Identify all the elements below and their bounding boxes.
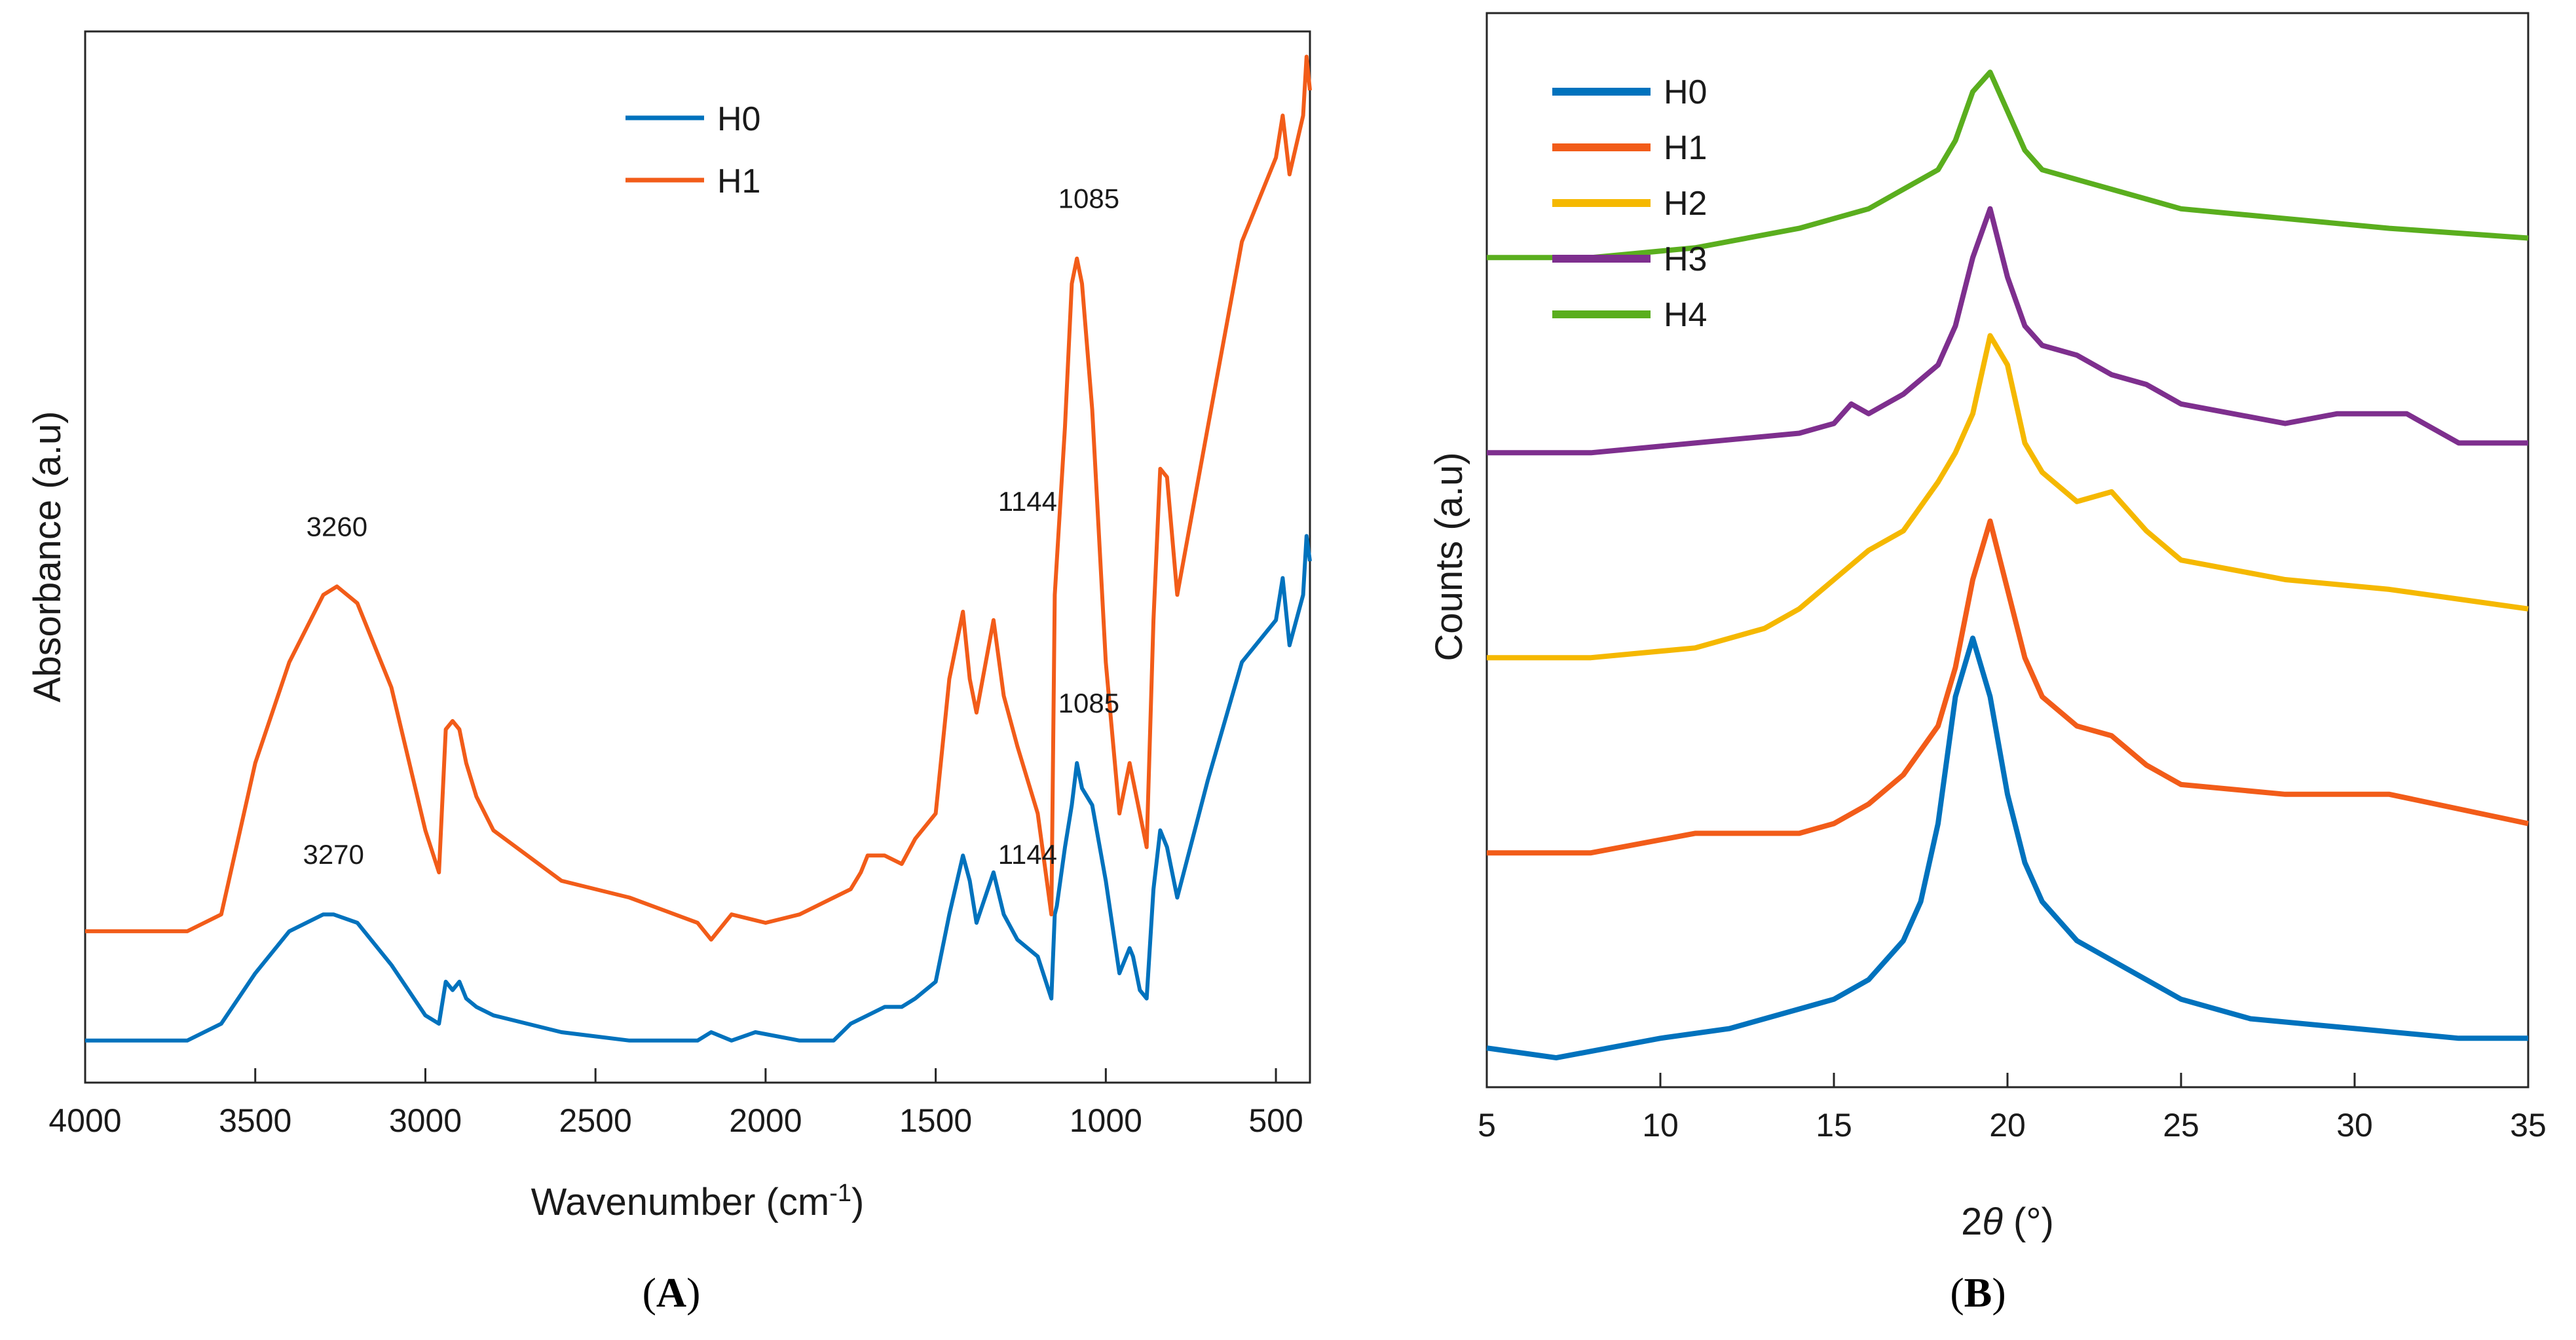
legend-label-h3: H3 (1664, 240, 1707, 278)
legend-label-h4: H4 (1664, 296, 1707, 334)
peak-annotation: 1144 (998, 839, 1057, 870)
series-line-h2 (1487, 333, 2529, 661)
panel-b-label: (B) (1950, 1269, 2006, 1316)
panel-a-x-axis-title: Wavenumber (cm-1) (531, 1180, 865, 1223)
legend-label-h2: H2 (1664, 185, 1707, 223)
panel-b-x-axis-title: 2θ (°) (1961, 1200, 2054, 1243)
peak-annotation: 3260 (307, 511, 367, 542)
series-line-h4 (1487, 69, 2529, 261)
series-line-h0 (85, 534, 1312, 1043)
panel-b-chart: 5 10 15 20 25 30 35 H0 H1 H2 H3 H4 2θ (°) Counts (… (1428, 12, 2547, 1316)
panel-a-annotations: 3260 3270 1085 1144 1085 1144 (303, 183, 1119, 870)
panel-a-y-axis-title: Absorbance (a.u) (26, 411, 69, 703)
panel-a-chart: 4000 3500 3000 2500 2000 1500 1000 500 3260 3270… (26, 30, 1312, 1316)
x-tick-label: 1500 (899, 1102, 972, 1139)
panel-a-legend: H0 H1 (625, 100, 760, 200)
panel-a-series (85, 54, 1312, 1043)
peak-annotation: 1144 (998, 486, 1057, 517)
panel-a-label: (A) (643, 1269, 701, 1316)
series-line-h0 (1486, 635, 2528, 1061)
x-tick-label: 10 (1642, 1107, 1679, 1144)
x-tick-label: 2500 (559, 1102, 632, 1139)
x-tick-label: 30 (2336, 1107, 2373, 1144)
x-tick-label: 500 (1248, 1102, 1303, 1139)
x-tick-label: 35 (2510, 1107, 2547, 1144)
panel-b-series (1486, 69, 2529, 1061)
x-tick-label: 4000 (48, 1102, 121, 1139)
panel-b-y-axis-title: Counts (a.u) (1428, 452, 1470, 661)
panel-b-plot-frame (1485, 12, 2529, 1089)
x-tick-label: 25 (2163, 1107, 2199, 1144)
series-line-h1 (1487, 518, 2529, 856)
x-tick-label: 3000 (389, 1102, 462, 1139)
legend-label-h1: H1 (717, 162, 760, 200)
x-tick-label: 1000 (1070, 1102, 1142, 1139)
peak-annotation: 1085 (1058, 183, 1119, 214)
legend-label-h1: H1 (1664, 129, 1707, 167)
x-tick-label: 20 (1989, 1107, 2026, 1144)
peak-annotation: 3270 (303, 839, 364, 870)
legend-label-h0: H0 (1664, 73, 1707, 111)
x-tick-label: 3500 (219, 1102, 291, 1139)
x-tick-label: 2000 (729, 1102, 802, 1139)
series-line-h3 (1487, 206, 2528, 456)
x-tick-label: 15 (1816, 1107, 1852, 1144)
legend-label-h0: H0 (717, 100, 760, 138)
panel-a-x-axis: 4000 3500 3000 2500 2000 1500 1000 500 (48, 1068, 1303, 1139)
panel-b-legend: H0 H1 H2 H3 H4 (1552, 73, 1707, 334)
series-line-h1 (85, 54, 1312, 942)
peak-annotation: 1085 (1058, 688, 1119, 718)
x-tick-label: 5 (1478, 1107, 1496, 1144)
panel-b-x-axis: 5 10 15 20 25 30 35 (1478, 1073, 2547, 1144)
